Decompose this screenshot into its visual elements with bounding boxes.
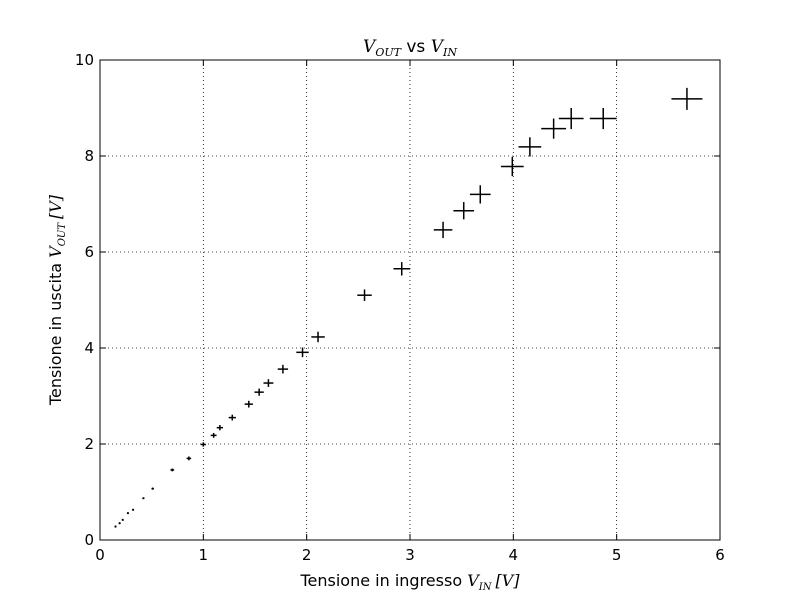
- data-point: [118, 522, 121, 525]
- y-tick-label: 4: [84, 339, 94, 357]
- data-point: [132, 508, 135, 511]
- y-tick-label: 6: [84, 243, 94, 261]
- data-point: [393, 262, 410, 276]
- x-tick-label: 5: [612, 546, 622, 564]
- chart-title: VOUT vs VIN: [363, 37, 457, 59]
- data-point: [311, 331, 325, 343]
- y-axis-label-text: Tensione in uscita: [46, 258, 65, 406]
- y-tick-label: 10: [75, 51, 94, 69]
- data-point: [433, 221, 453, 239]
- title-var-sub: IN: [442, 46, 457, 59]
- data-point: [518, 137, 542, 157]
- axis-ticks: [99, 59, 721, 541]
- data-point: [263, 379, 274, 387]
- title-mid: vs: [401, 37, 431, 57]
- y-axis-label-sub: OUT: [57, 222, 68, 247]
- y-tick-label: 0: [84, 531, 94, 549]
- x-axis-label: Tensione in ingresso VIN [V]: [299, 571, 520, 593]
- data-point: [469, 185, 491, 204]
- grid-lines: [100, 60, 720, 540]
- data-point: [216, 425, 223, 431]
- x-axis-label-unit: [V]: [495, 571, 520, 590]
- y-tick-label: 8: [84, 147, 94, 165]
- y-tick-label: 2: [84, 435, 94, 453]
- x-tick-label: 4: [509, 546, 519, 564]
- data-point: [244, 400, 253, 408]
- y-axis-label: Tensione in uscita VOUT [V]: [46, 194, 68, 406]
- x-axis-label-var: V: [467, 571, 480, 590]
- data-point: [126, 512, 129, 515]
- data-points: [114, 87, 703, 528]
- data-point: [254, 388, 264, 396]
- x-tick-label: 1: [199, 546, 209, 564]
- data-point: [277, 364, 289, 374]
- x-tick-label: 6: [715, 546, 725, 564]
- x-tick-labels: 0 1 2 3 4 5 6: [95, 546, 725, 564]
- data-point: [541, 118, 567, 139]
- title-main-sub: OUT: [375, 46, 402, 59]
- x-axis-label-sub: IN: [478, 582, 493, 593]
- data-point: [589, 108, 617, 130]
- x-axis-label-text: Tensione in ingresso: [299, 571, 467, 590]
- data-point: [170, 468, 175, 472]
- data-point: [186, 456, 192, 461]
- data-point: [296, 347, 309, 358]
- data-point: [210, 432, 217, 438]
- x-tick-label: 0: [95, 546, 105, 564]
- y-tick-labels: 0 2 4 6 8 10: [75, 51, 94, 549]
- title-var: V: [431, 37, 445, 57]
- x-tick-label: 2: [302, 546, 312, 564]
- data-point: [142, 497, 145, 500]
- data-point: [671, 87, 703, 110]
- data-point: [200, 442, 206, 447]
- title-main-var: V: [363, 37, 377, 57]
- x-tick-label: 3: [405, 546, 415, 564]
- data-point: [228, 414, 236, 421]
- y-axis-label-unit: [V]: [46, 194, 65, 219]
- data-point: [357, 289, 372, 301]
- data-point: [558, 108, 584, 130]
- y-axis-label-var: V: [46, 245, 65, 258]
- data-point: [151, 487, 154, 490]
- data-point: [500, 156, 524, 177]
- data-point: [121, 518, 124, 521]
- data-point: [114, 525, 117, 528]
- data-point: [453, 202, 475, 220]
